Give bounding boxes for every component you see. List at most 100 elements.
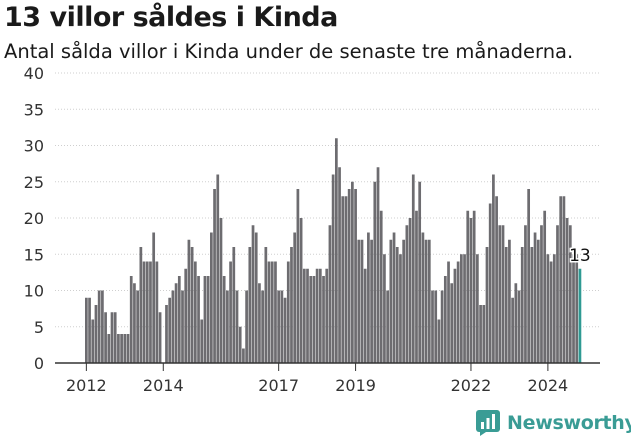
bar	[238, 326, 242, 363]
bar	[578, 268, 582, 363]
bar	[530, 247, 534, 363]
bar	[104, 312, 107, 363]
bar	[286, 261, 290, 363]
bar	[133, 283, 136, 363]
brand-logo[interactable]: Newsworthy	[476, 408, 631, 438]
bar	[568, 225, 572, 363]
bar	[431, 290, 434, 363]
bar	[533, 232, 537, 363]
bar	[552, 254, 556, 363]
bar	[280, 290, 284, 363]
bar	[277, 290, 281, 363]
bar	[443, 276, 447, 363]
last-value-label: 13	[569, 246, 591, 266]
bar	[383, 254, 386, 363]
bar	[476, 254, 479, 363]
bar	[245, 290, 248, 363]
bar	[389, 239, 393, 363]
bar	[315, 268, 319, 363]
y-tick-label: 35	[24, 100, 44, 119]
bar	[354, 189, 357, 363]
x-tick-label: 2022	[451, 376, 492, 395]
bar	[200, 319, 204, 363]
bar	[168, 297, 172, 363]
y-tick-label: 40	[24, 64, 44, 83]
bar	[472, 210, 476, 363]
bar	[126, 334, 130, 363]
bar	[402, 239, 406, 363]
y-tick-label: 10	[24, 282, 44, 301]
bar	[270, 261, 274, 363]
bar	[322, 276, 325, 363]
bar	[152, 232, 156, 363]
bar	[357, 239, 361, 363]
bar	[351, 181, 354, 363]
chart-subtitle: Antal sålda villor i Kinda under de sena…	[4, 40, 574, 63]
bar	[107, 334, 111, 363]
bar	[142, 261, 146, 363]
bar	[341, 196, 345, 363]
bar	[312, 276, 316, 363]
bar	[562, 196, 566, 363]
bar	[328, 225, 332, 363]
bar	[254, 232, 258, 363]
bar	[453, 268, 457, 363]
bar	[415, 210, 418, 363]
bar	[226, 290, 229, 363]
bar	[482, 305, 486, 363]
bar	[370, 239, 373, 363]
chart-title: 13 villor såldes i Kinda	[4, 2, 338, 33]
bar	[501, 225, 505, 363]
bar	[222, 276, 226, 363]
bar	[306, 268, 309, 363]
bar	[318, 268, 322, 363]
bar	[123, 334, 127, 363]
bar	[376, 167, 380, 363]
bar	[440, 290, 444, 363]
bar	[296, 189, 300, 363]
bar	[213, 189, 216, 363]
bar	[113, 312, 117, 363]
bar	[421, 232, 425, 363]
bar	[197, 276, 200, 363]
bar	[293, 232, 297, 363]
bar	[129, 276, 133, 363]
bar	[373, 181, 377, 363]
bar	[177, 276, 181, 363]
bar	[434, 290, 438, 363]
bar	[572, 254, 575, 363]
bar	[559, 196, 563, 363]
y-tick-label: 25	[24, 173, 44, 192]
bar	[466, 210, 470, 363]
bar	[181, 290, 184, 363]
y-tick-label: 30	[24, 137, 44, 156]
bar	[251, 225, 255, 363]
bar	[488, 203, 492, 363]
y-tick-label: 20	[24, 209, 44, 228]
bar	[101, 290, 104, 363]
bar	[395, 247, 399, 363]
bar	[399, 254, 402, 363]
x-tick-label: 2019	[335, 376, 376, 395]
bar	[174, 283, 178, 363]
bar	[235, 290, 239, 363]
bar	[232, 247, 236, 363]
bar	[556, 225, 559, 363]
bar	[575, 254, 579, 363]
bar	[363, 268, 367, 363]
bar	[524, 225, 527, 363]
bar	[447, 261, 450, 363]
bar	[527, 189, 531, 363]
bars	[85, 138, 582, 363]
bar	[210, 232, 213, 363]
bar	[418, 181, 422, 363]
bar	[379, 210, 383, 363]
bar	[290, 247, 293, 363]
bar	[193, 261, 197, 363]
newsworthy-logo-icon	[476, 410, 500, 436]
bar	[504, 247, 508, 363]
bar	[216, 174, 220, 363]
bar	[267, 261, 271, 363]
bar	[331, 174, 335, 363]
bar	[492, 174, 495, 363]
